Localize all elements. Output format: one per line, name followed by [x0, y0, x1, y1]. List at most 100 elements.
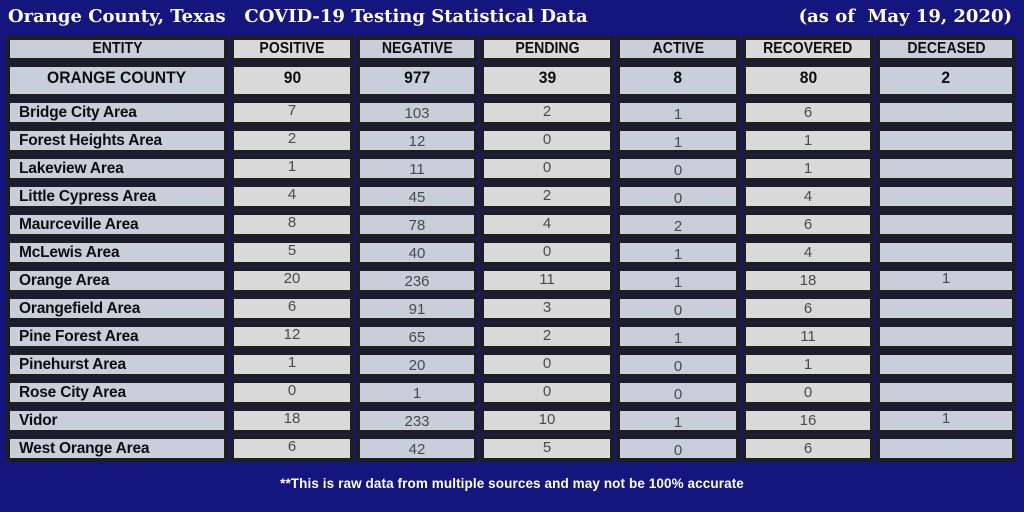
data-cell: 2 [480, 183, 614, 210]
county-row-label-text: ORANGE COUNTY [47, 68, 187, 87]
column-header: NEGATIVE [356, 36, 478, 62]
row-label: McLewis Area [6, 239, 228, 266]
data-cell [876, 239, 1016, 266]
data-cell [876, 351, 1016, 378]
data-cell: 5 [480, 435, 614, 462]
column-header-text: RECOVERED [763, 40, 853, 57]
column-header-text: ENTITY [91, 40, 143, 57]
data-cell-text: 0 [542, 242, 552, 260]
data-cell: 1 [742, 351, 874, 378]
data-cell-text: 1 [803, 160, 813, 177]
data-cell: 1 [742, 127, 874, 154]
county-data-cell: 2 [876, 63, 1016, 98]
data-cell-text: 18 [799, 272, 817, 289]
data-cell-text: 6 [803, 300, 813, 317]
data-cell: 6 [230, 435, 354, 462]
data-cell: 0 [616, 183, 740, 210]
title-bar: Orange County, Texas COVID-19 Testing St… [0, 0, 1024, 34]
data-cell: 0 [480, 351, 614, 378]
data-cell-text: 0 [673, 162, 683, 180]
data-cell: 1 [230, 155, 354, 182]
data-cell [876, 295, 1016, 322]
data-cell: 4 [230, 183, 354, 210]
disclaimer-note: **This is raw data from multiple sources… [280, 475, 744, 491]
data-cell [876, 435, 1016, 462]
column-header: ENTITY [6, 36, 228, 62]
row-label-text: Pinehurst Area [19, 355, 126, 373]
data-cell: 4 [480, 211, 614, 238]
row-label: Rose City Area [6, 379, 228, 406]
row-label-text: Rose City Area [19, 383, 126, 401]
column-header-text: NEGATIVE [381, 40, 453, 57]
row-label: Vidor [6, 407, 228, 434]
data-cell: 0 [616, 295, 740, 322]
county-data-cell-text: 90 [283, 68, 301, 87]
data-cell-text: 1 [803, 132, 813, 149]
row-label-text: Vidor [19, 411, 58, 429]
data-cell: 11 [356, 155, 478, 182]
data-cell-text: 0 [673, 358, 683, 376]
data-cell: 103 [356, 99, 478, 126]
data-cell: 2 [480, 99, 614, 126]
data-cell-text: 40 [408, 245, 426, 263]
row-label-text: West Orange Area [19, 439, 150, 457]
data-cell-text: 20 [408, 357, 426, 375]
data-cell-text: 6 [287, 297, 297, 315]
data-cell-text: 0 [803, 384, 813, 401]
data-table: ENTITY POSITIVE NEGATIVE PENDING ACTIVE RECOV… [6, 36, 1016, 462]
row-label: Bridge City Area [6, 99, 228, 126]
data-cell: 11 [480, 267, 614, 294]
data-cell-text: 103 [404, 105, 430, 123]
row-label-text: Forest Heights Area [19, 131, 162, 149]
data-cell: 3 [480, 295, 614, 322]
data-cell-text: 236 [404, 273, 430, 291]
county-data-cell-text: 80 [799, 68, 817, 87]
county-data-cell: 8 [616, 63, 740, 98]
data-cell-text: 0 [673, 302, 683, 320]
data-cell-text: 11 [800, 328, 816, 345]
data-cell: 0 [742, 379, 874, 406]
row-label: Orange Area [6, 267, 228, 294]
data-cell [876, 211, 1016, 238]
data-cell-text: 4 [287, 185, 297, 203]
data-cell-text: 4 [803, 188, 813, 205]
data-cell-text: 1 [673, 134, 683, 152]
row-label-text: Lakeview Area [19, 159, 124, 177]
data-cell-text: 11 [539, 270, 555, 288]
row-label: Little Cypress Area [6, 183, 228, 210]
data-cell-text: 1 [941, 269, 951, 287]
data-cell-text: 78 [408, 217, 426, 235]
data-cell-text: 0 [542, 382, 552, 400]
data-cell-text: 42 [408, 441, 426, 459]
data-cell: 4 [742, 183, 874, 210]
data-cell: 1 [230, 351, 354, 378]
data-cell-text: 2 [673, 218, 683, 236]
county-data-cell-text: 8 [673, 68, 683, 87]
data-cell-text: 0 [542, 354, 552, 372]
data-cell: 5 [230, 239, 354, 266]
data-cell-text: 1 [673, 106, 683, 124]
data-cell-text: 0 [673, 386, 683, 404]
county-data-cell: 90 [230, 63, 354, 98]
column-header: ACTIVE [616, 36, 740, 62]
report-date: (as of May 19, 2020) [798, 5, 1012, 27]
row-label: Maurceville Area [6, 211, 228, 238]
row-label: West Orange Area [6, 435, 228, 462]
row-label-text: Pine Forest Area [19, 327, 139, 345]
row-label: Pine Forest Area [6, 323, 228, 350]
data-cell: 45 [356, 183, 478, 210]
county-row-label: ORANGE COUNTY [6, 63, 228, 98]
data-cell: 6 [742, 99, 874, 126]
data-cell-text: 1 [673, 414, 683, 432]
page-title: Orange County, Texas COVID-19 Testing St… [8, 5, 588, 27]
data-cell: 1 [616, 267, 740, 294]
row-label-text: Little Cypress Area [19, 187, 156, 205]
county-data-cell: 39 [480, 63, 614, 98]
data-cell-text: 0 [287, 381, 297, 399]
data-cell: 6 [742, 295, 874, 322]
county-data-cell-text: 2 [941, 68, 951, 87]
data-cell: 1 [876, 267, 1016, 294]
data-cell-text: 1 [803, 356, 813, 373]
data-cell: 0 [616, 435, 740, 462]
county-data-cell-text: 39 [538, 68, 556, 87]
